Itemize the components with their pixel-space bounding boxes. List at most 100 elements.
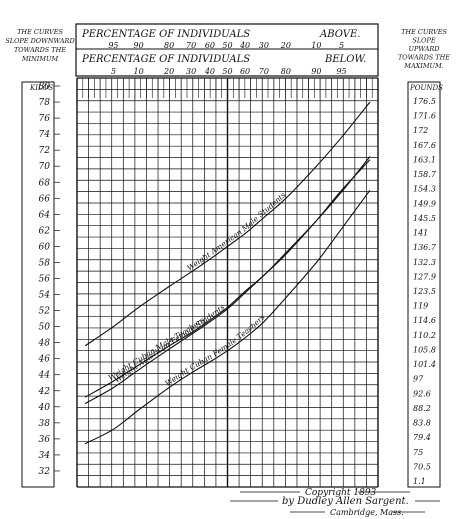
pounds-tick-label: 79.4	[413, 433, 431, 442]
pounds-tick-label: 92.6	[413, 389, 431, 398]
pounds-tick-label: 83.8	[413, 419, 431, 428]
bottom-tick-label: 60	[240, 67, 250, 76]
bottom-tick-label: 20	[163, 67, 174, 76]
bottom-tick-label: 10	[134, 67, 144, 76]
header: PERCENTAGE OF INDIVIDUALS ABOVE. PERCENT…	[5, 23, 450, 77]
kilos-tick-label: 64	[39, 210, 51, 220]
pounds-tick-label: 114.6	[413, 316, 436, 325]
axis-ticks: 95 90 80 70 60 50 40 30 20 10 5 5 10 20 30 40 50 60 70 80 90…	[38, 41, 437, 486]
pounds-tick-label: 119	[413, 302, 428, 311]
kilos-tick-label: 44	[38, 371, 51, 381]
series-label: Weight Cuban Female Teachers	[163, 313, 266, 388]
kilos-tick-label: 50	[39, 323, 51, 333]
kilos-tick-label: 36	[39, 435, 51, 445]
top-tick-label: 50	[222, 41, 232, 50]
pounds-tick-label: 110.2	[413, 331, 436, 340]
credit-line-2: by Dudley Allen Sargent.	[282, 496, 409, 507]
top-tick-label: 80	[164, 41, 174, 50]
top-tick-label: 40	[239, 41, 250, 50]
bottom-tick-label: 95	[336, 67, 346, 76]
kilos-tick-label: 58	[39, 258, 51, 268]
kilos-tick-label: 60	[39, 242, 51, 252]
credit: Copyright 1893 by Dudley Allen Sargent. …	[230, 488, 440, 517]
bottom-tick-label: 50	[222, 67, 232, 76]
pounds-tick-label: 158.7	[413, 170, 437, 179]
pounds-tick-label: 167.6	[413, 141, 436, 150]
pounds-tick-label: 132.3	[413, 258, 436, 267]
kilos-tick-label: 32	[39, 467, 51, 477]
top-tick-label: 30	[259, 41, 269, 50]
bottom-tick-label: 5	[111, 67, 116, 76]
top-tick-label: 95	[108, 41, 118, 50]
top-tick-label: 90	[134, 41, 144, 50]
kilos-axis-label: KILOS	[29, 84, 53, 92]
credit-line-3: Cambridge, Mass.	[330, 508, 404, 517]
pounds-tick-label: 105.8	[413, 345, 436, 354]
kilos-tick-label: 52	[39, 307, 51, 317]
kilos-scale-frame	[21, 81, 55, 488]
bottom-tick-label: 70	[259, 67, 269, 76]
top-axis-word: ABOVE.	[319, 29, 360, 40]
right-note-line: UPWARD	[408, 45, 440, 53]
right-note-line: SLOPE	[412, 37, 435, 45]
top-axis-title: PERCENTAGE OF INDIVIDUALS	[81, 29, 250, 40]
pounds-tick-label: 1.1	[413, 477, 426, 486]
pounds-tick-label: 127.9	[413, 272, 436, 281]
kilos-tick-label: 40	[38, 403, 51, 413]
pounds-tick-label: 145.5	[413, 214, 436, 223]
kilos-tick-label: 62	[39, 226, 51, 236]
left-note-line: THE CURVES	[17, 28, 63, 36]
left-note-line: SLOPE DOWNWARD	[5, 37, 75, 45]
bottom-tick-label: 30	[186, 67, 196, 76]
kilos-tick-label: 42	[38, 387, 51, 397]
kilos-tick-label: 70	[39, 162, 51, 172]
kilos-tick-label: 48	[38, 339, 51, 349]
top-tick-label: 20	[280, 41, 291, 50]
pounds-tick-label: 154.3	[413, 185, 436, 194]
kilos-tick-label: 72	[39, 146, 51, 156]
bottom-tick-label: 90	[311, 67, 321, 76]
left-note-line: MINIMUM	[21, 55, 59, 63]
pounds-tick-label: 163.1	[413, 155, 436, 164]
top-tick-label: 5	[339, 41, 344, 50]
series-curve	[84, 159, 371, 405]
bottom-tick-label: 40	[204, 67, 215, 76]
kilos-tick-label: 34	[39, 451, 51, 461]
pounds-tick-label: 171.6	[413, 112, 436, 121]
bottom-tick-label: 80	[281, 67, 291, 76]
pounds-tick-label: 136.7	[413, 243, 437, 252]
kilos-tick-label: 74	[39, 130, 51, 140]
pounds-tick-label: 123.5	[413, 287, 436, 296]
right-note-line: THE CURVES	[401, 28, 447, 36]
pounds-scale-frame	[407, 81, 441, 488]
pounds-tick-label: 75	[413, 448, 423, 457]
right-note-line: MAXIMUM.	[403, 62, 443, 70]
grid	[76, 77, 379, 488]
pounds-axis-label: POUNDS	[409, 84, 443, 92]
pounds-tick-label: 176.5	[413, 97, 436, 106]
series-curves	[84, 101, 371, 445]
right-note-line: TOWARDS THE	[398, 54, 450, 62]
kilos-tick-label: 76	[39, 114, 51, 124]
pounds-tick-label: 101.4	[413, 360, 436, 369]
series-curve	[84, 101, 371, 347]
kilos-tick-label: 68	[39, 178, 51, 188]
kilos-tick-label: 66	[39, 194, 51, 204]
kilos-tick-label: 46	[38, 355, 51, 365]
pounds-tick-label: 141	[413, 229, 428, 238]
series-curve	[84, 189, 371, 445]
kilos-tick-label: 38	[39, 419, 51, 429]
left-note-line: TOWARDS THE	[14, 46, 66, 54]
kilos-tick-label: 56	[39, 274, 51, 284]
pounds-tick-label: 97	[413, 375, 424, 384]
kilos-tick-label: 54	[39, 291, 51, 301]
bottom-axis-word: BELOW.	[324, 54, 366, 65]
pounds-tick-label: 172	[413, 126, 428, 135]
pounds-tick-label: 70.5	[413, 462, 431, 471]
kilos-tick-label: 80	[39, 82, 51, 92]
credit-line-1: Copyright 1893	[305, 488, 377, 498]
bottom-axis-title: PERCENTAGE OF INDIVIDUALS	[81, 54, 250, 65]
